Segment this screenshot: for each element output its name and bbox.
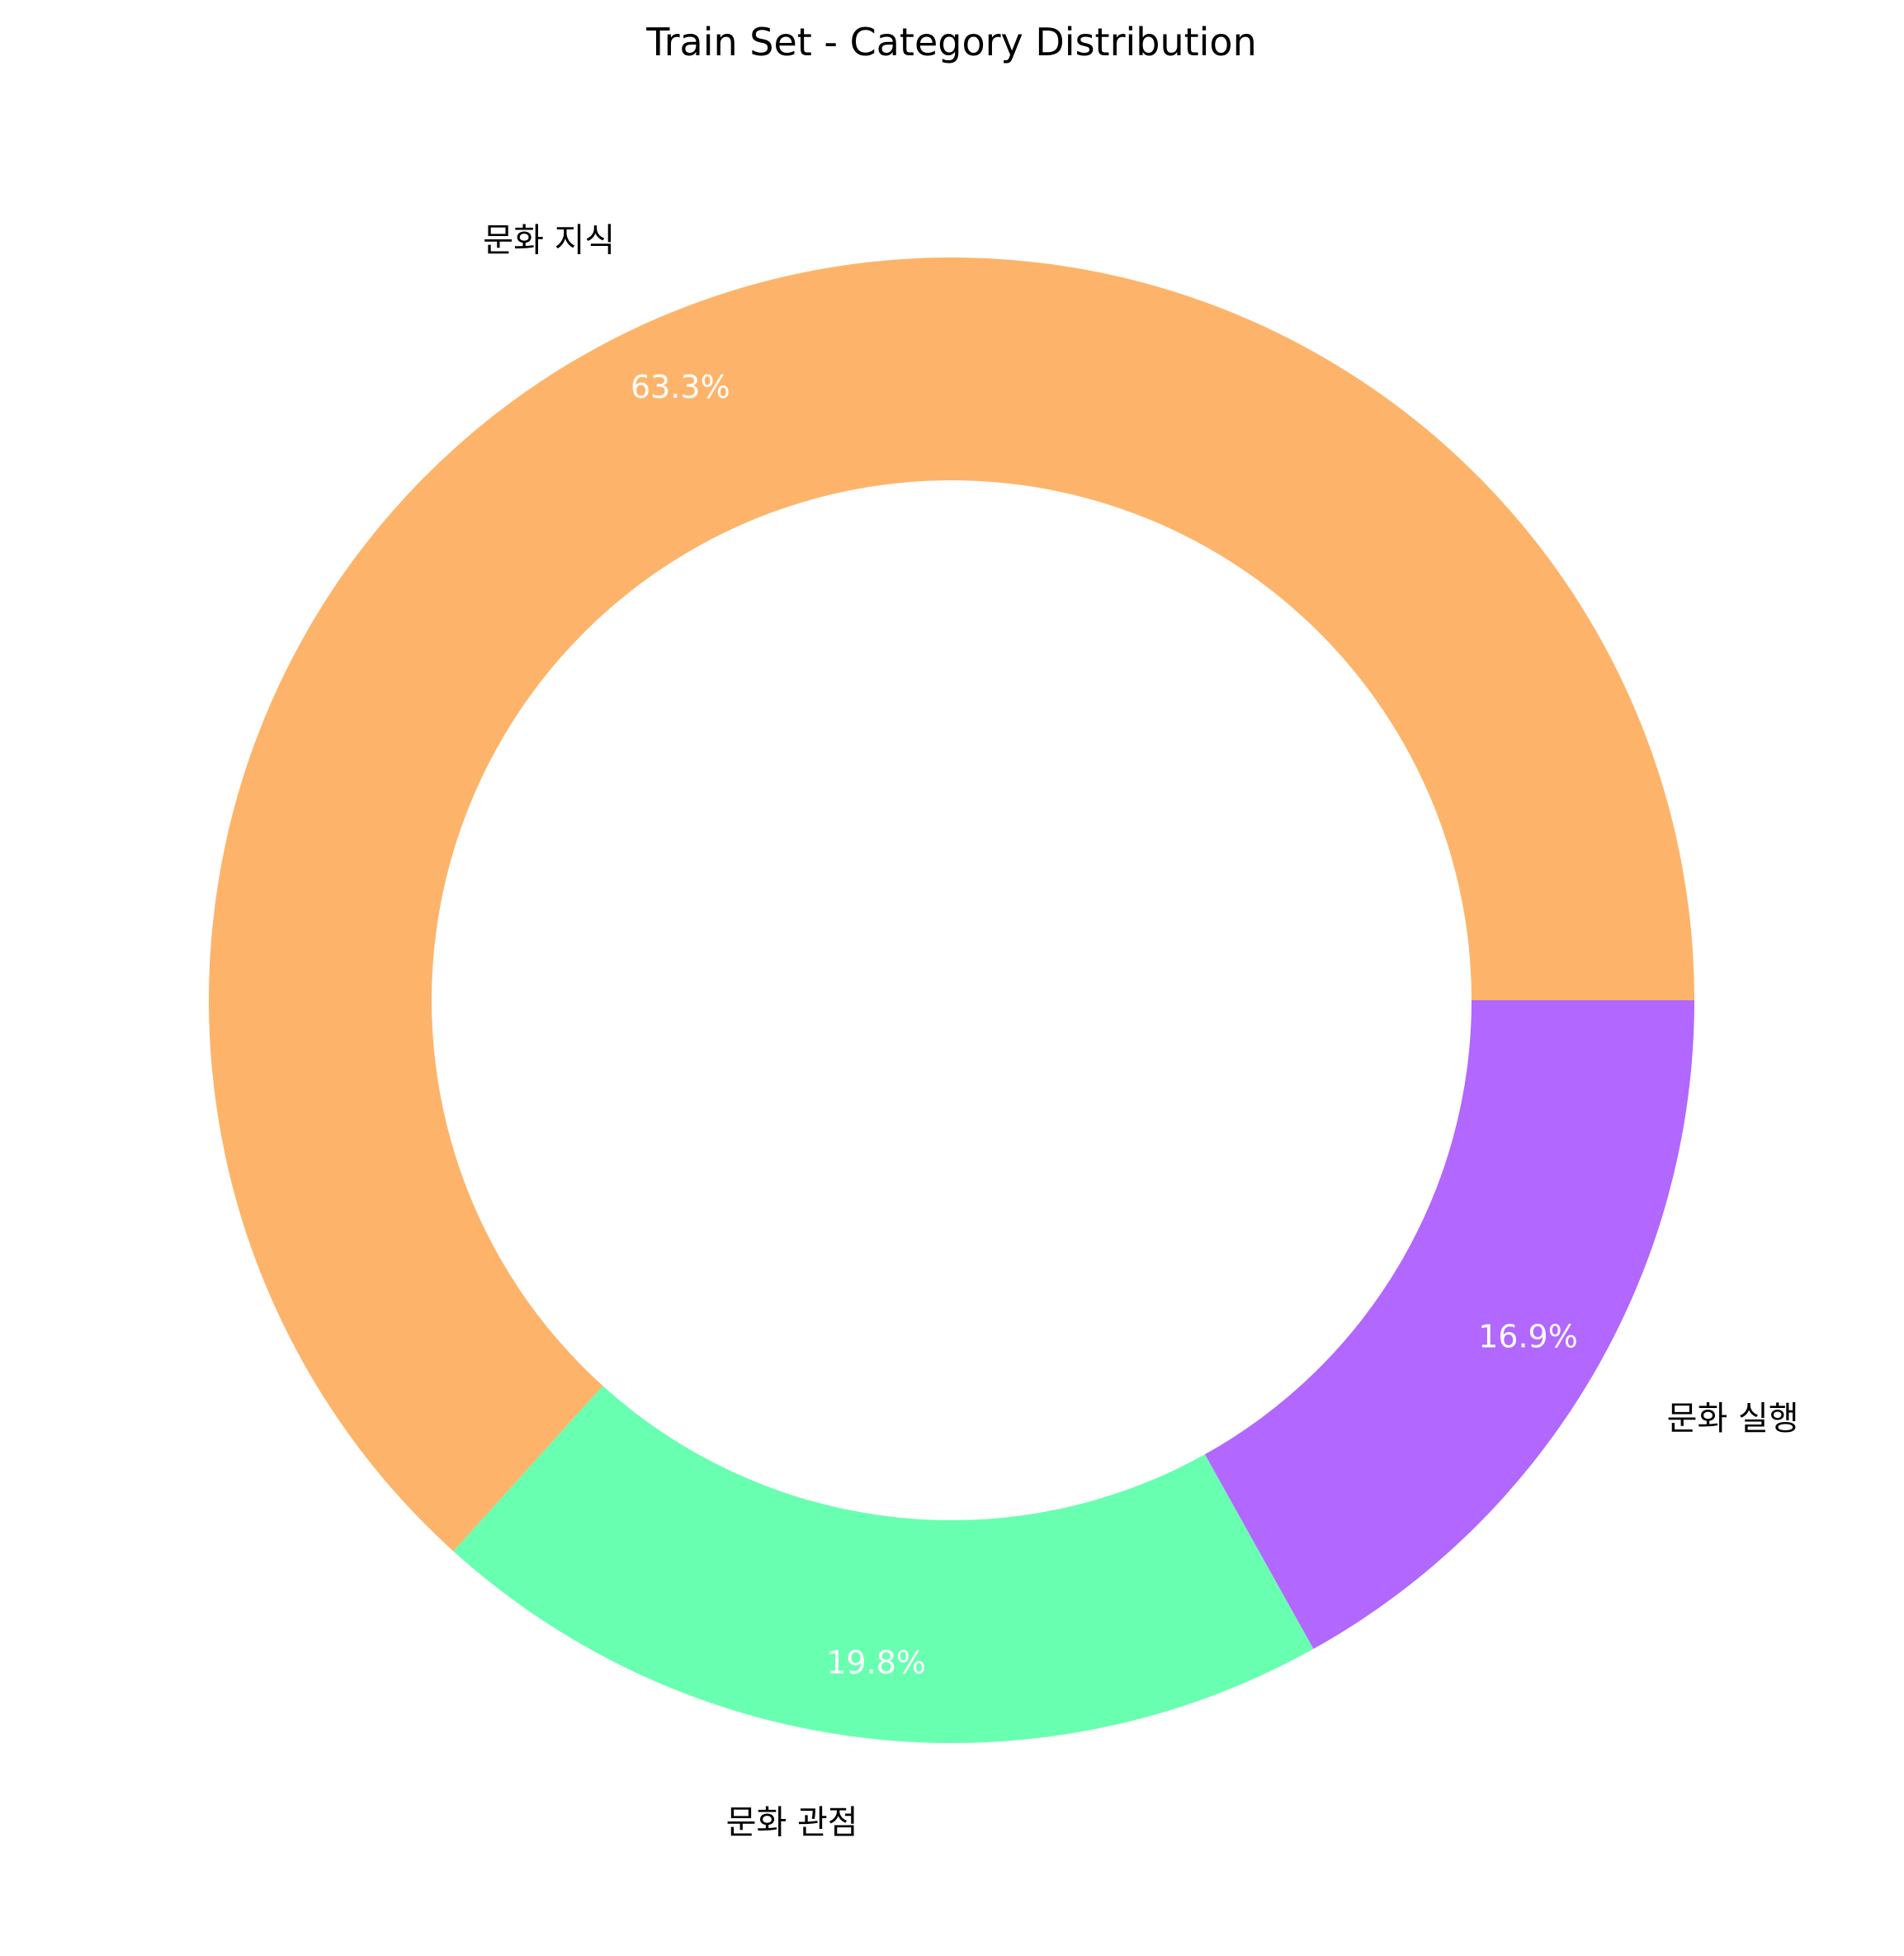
donut-slices	[209, 257, 1695, 1743]
slice-percent-label-1: 19.8%	[826, 1644, 926, 1680]
slice-percent-label-0: 63.3%	[631, 369, 730, 405]
slice-label-2: 문화 실행	[1667, 1400, 1799, 1438]
slice-label-0: 문화 지식	[483, 221, 615, 259]
donut-slice-1	[453, 1386, 1314, 1743]
slice-label-1: 문화 관점	[726, 1804, 858, 1842]
slice-labels: 문화 지식 63.3% 문화 관점 19.8% 문화 실행 16.9%	[483, 221, 1798, 1841]
slice-percent-label-2: 16.9%	[1478, 1319, 1578, 1355]
donut-slice-2	[1204, 1000, 1694, 1649]
chart-title: Train Set - Category Distribution	[645, 20, 1256, 64]
donut-slice-0	[209, 257, 1695, 1552]
